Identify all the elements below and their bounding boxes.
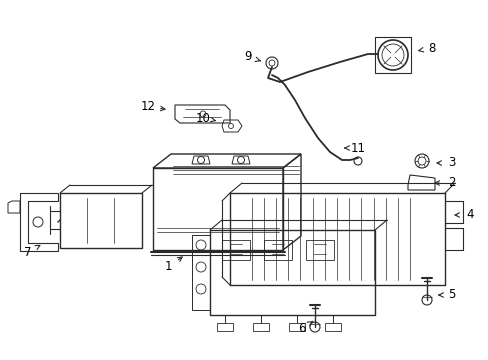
Text: 4: 4 — [465, 208, 473, 221]
Text: 5: 5 — [447, 288, 455, 302]
Text: 11: 11 — [350, 141, 365, 154]
Text: 8: 8 — [427, 41, 435, 54]
Text: 6: 6 — [298, 321, 305, 334]
Text: 10: 10 — [195, 112, 210, 125]
Text: 9: 9 — [244, 50, 251, 63]
Text: 12: 12 — [140, 100, 155, 113]
Text: 7: 7 — [24, 246, 32, 258]
Text: 1: 1 — [164, 261, 171, 274]
Text: 3: 3 — [447, 157, 455, 170]
Text: 2: 2 — [447, 176, 455, 189]
